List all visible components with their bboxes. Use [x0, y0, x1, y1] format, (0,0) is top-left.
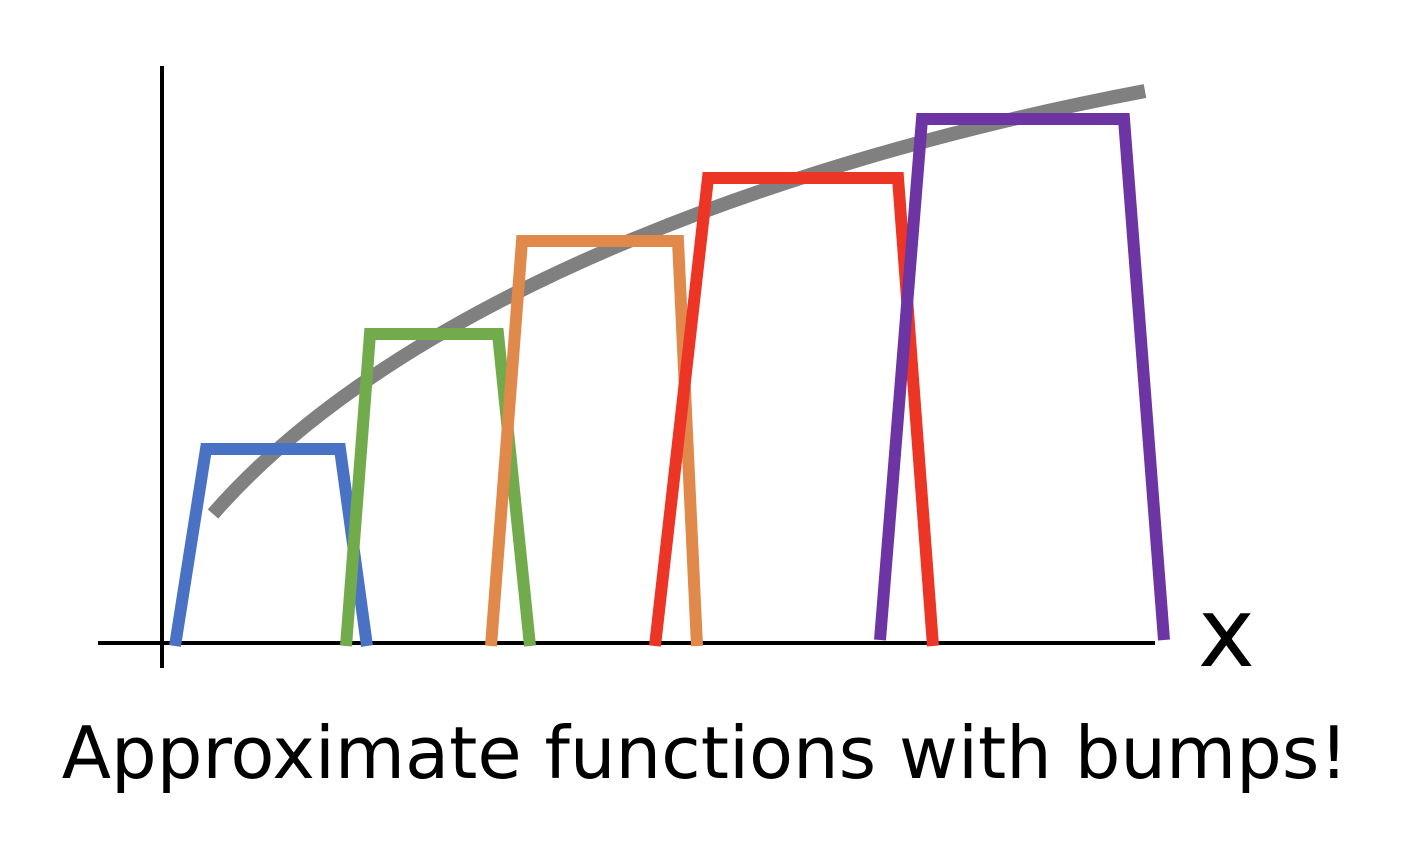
- target-function-curve: [207, 84, 1147, 519]
- x-axis-label: x: [1198, 577, 1255, 689]
- bump-2: [340, 328, 536, 647]
- bump-3: [485, 235, 703, 647]
- bump-4: [649, 172, 939, 647]
- bump-5: [874, 113, 1170, 641]
- bump-1: [169, 443, 373, 647]
- diagram-caption: Approximate functions with bumps!: [62, 711, 1349, 795]
